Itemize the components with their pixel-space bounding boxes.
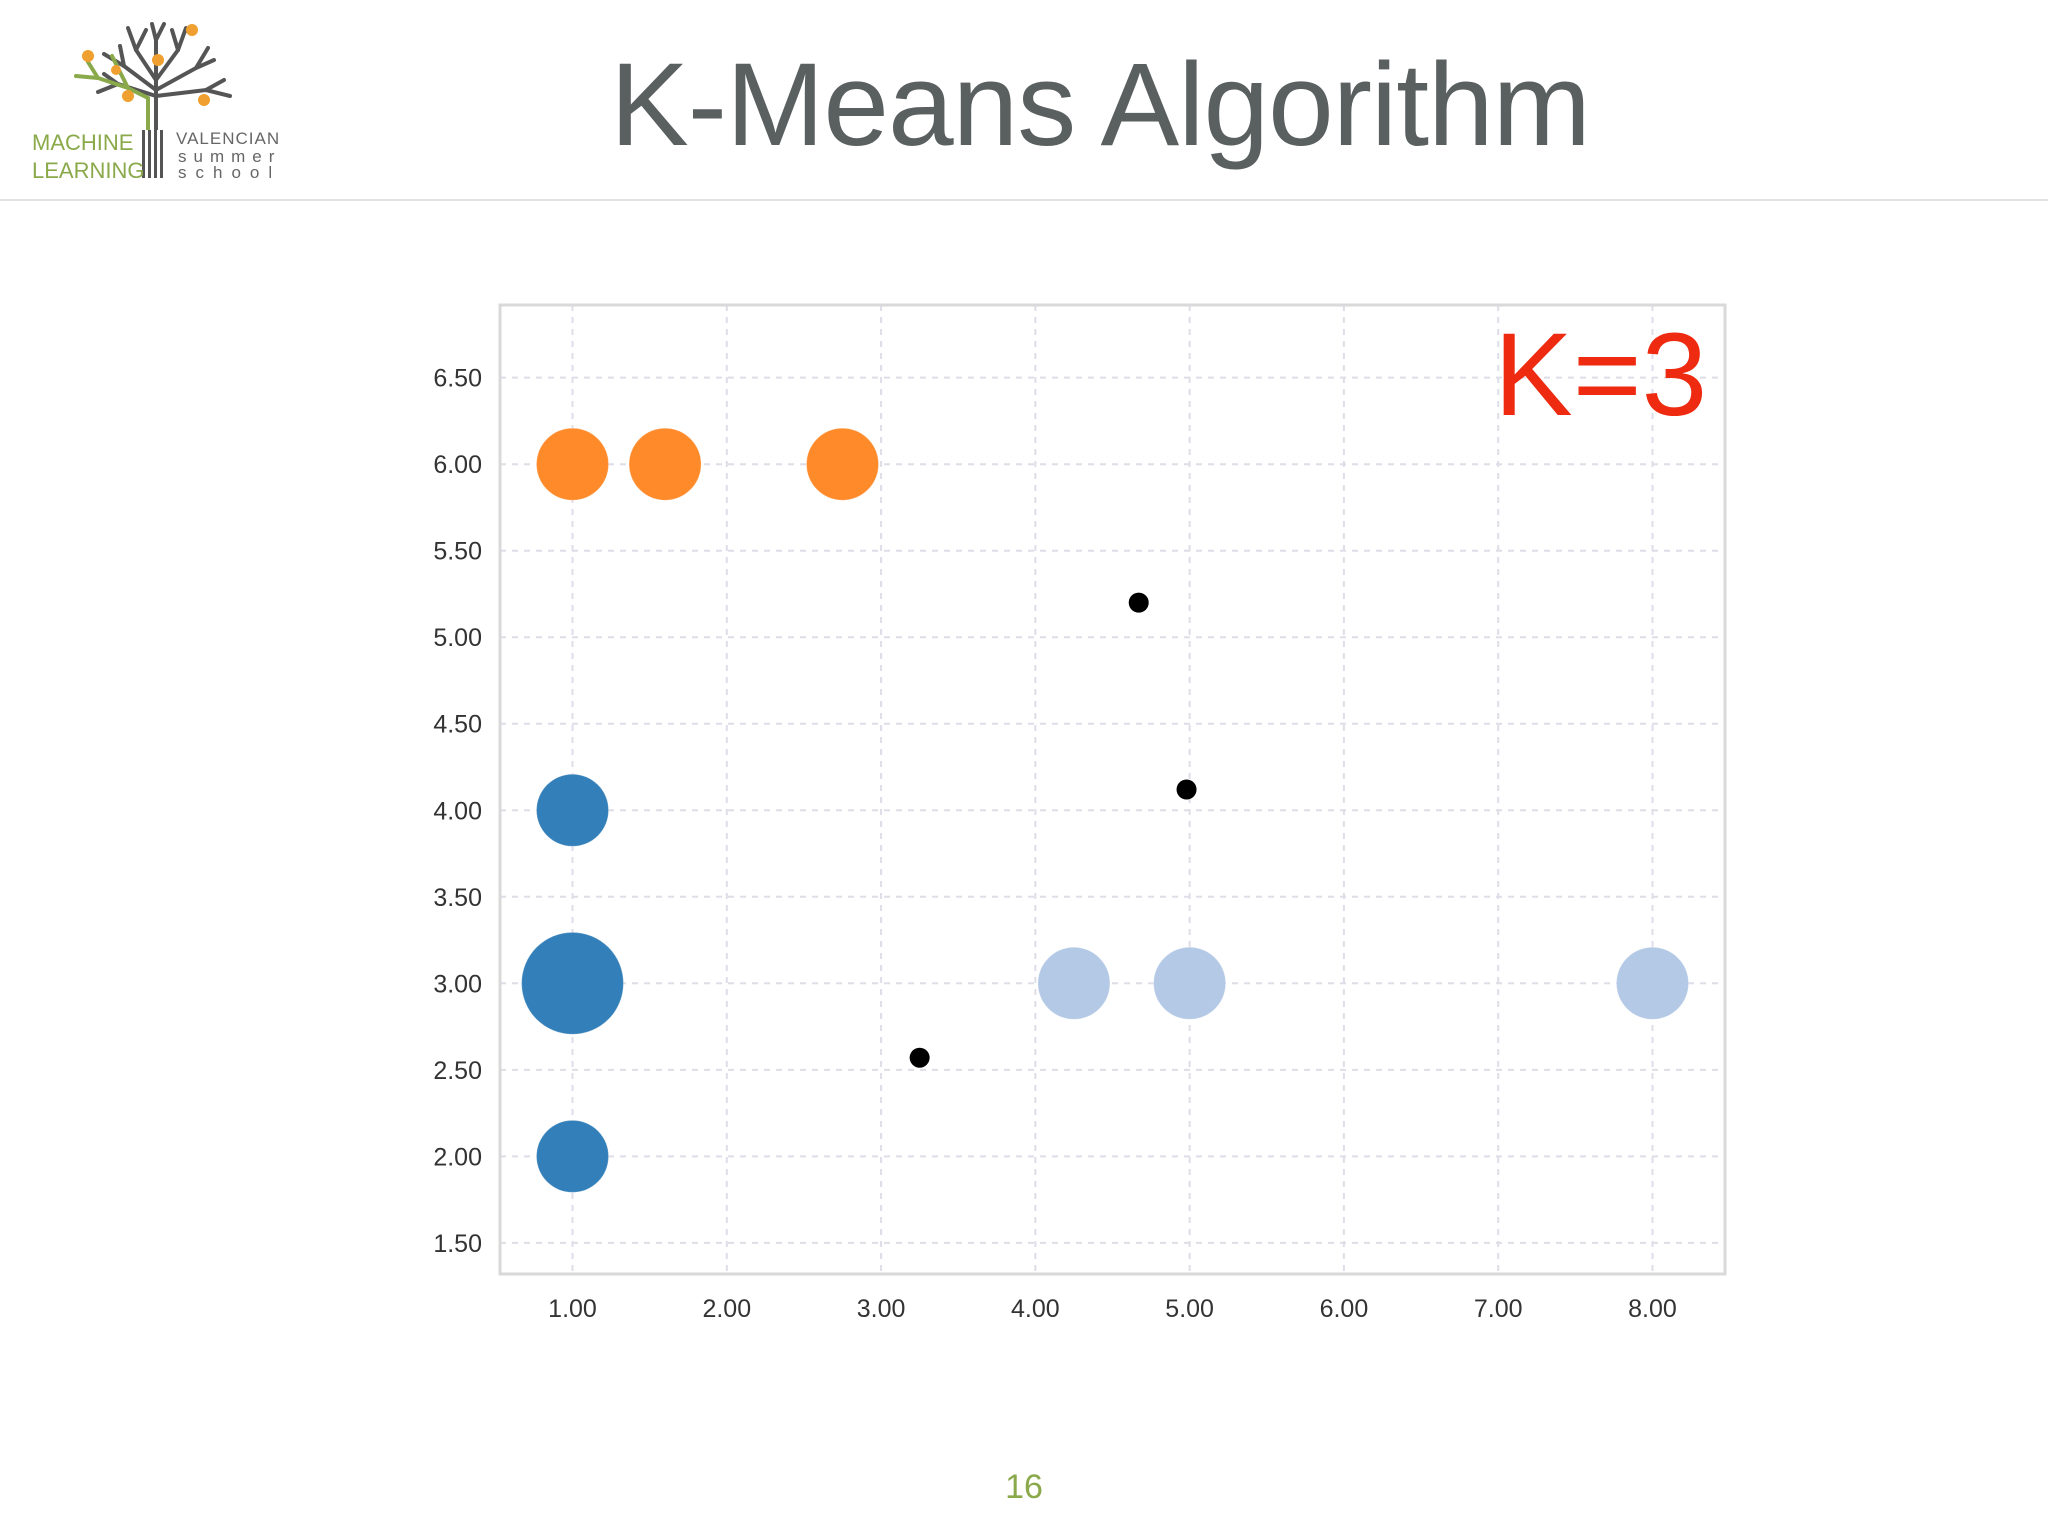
scatter-chart: 1.00 2.00 3.00 4.00 5.00 6.00 7.00 8.00 1.50 2.00…	[433, 303, 1727, 1323]
y-tick-label: 4.00	[433, 797, 482, 825]
x-tick-label: 5.00	[1165, 1295, 1214, 1323]
data-point	[536, 1119, 610, 1193]
data-point	[1037, 946, 1111, 1020]
x-tick-label: 2.00	[702, 1295, 751, 1323]
k-label: K=3	[1494, 309, 1708, 441]
school-logo: MACHINE LEARNING VALENCIAN summer school	[28, 20, 288, 185]
slide-title: K-Means Algorithm	[610, 39, 1591, 171]
slide-header: MACHINE LEARNING VALENCIAN summer school…	[0, 0, 2048, 201]
y-tick-label: 2.00	[433, 1143, 482, 1171]
x-tick-label: 1.00	[548, 1295, 597, 1323]
y-tick-label: 6.50	[433, 365, 482, 393]
data-point	[1153, 946, 1227, 1020]
y-tick-label: 3.00	[433, 970, 482, 998]
centroid-point	[909, 1047, 930, 1068]
header-divider	[0, 199, 2048, 201]
data-point	[806, 427, 880, 501]
y-tick-label: 5.50	[433, 538, 482, 566]
page-number: 16	[1005, 1468, 1043, 1506]
plot-frame	[498, 303, 1727, 1276]
chart-ticks: 1.00 2.00 3.00 4.00 5.00 6.00 7.00 8.00 1.50 2.00…	[433, 365, 1676, 1323]
x-tick-label: 4.00	[1011, 1295, 1060, 1323]
data-point	[536, 773, 610, 847]
logo-summer-text: summer	[178, 147, 282, 166]
centroid-point	[1128, 592, 1149, 613]
chart-grid	[500, 305, 1725, 1274]
y-tick-label: 2.50	[433, 1057, 482, 1085]
x-tick-label: 7.00	[1474, 1295, 1523, 1323]
data-point	[521, 931, 624, 1035]
y-tick-label: 5.00	[433, 624, 482, 652]
chart-points	[521, 427, 1689, 1193]
logo-valencian-text: VALENCIAN	[176, 129, 281, 148]
logo-learning-text: LEARNING	[32, 158, 145, 183]
y-tick-label: 6.00	[433, 451, 482, 479]
logo-school-text: school	[178, 163, 282, 182]
tree-icon	[74, 22, 232, 130]
logo-machine-text: MACHINE	[32, 130, 134, 155]
y-tick-label: 3.50	[433, 884, 482, 912]
logo-barcode-icon	[142, 130, 163, 178]
data-point	[1615, 946, 1689, 1020]
data-point	[628, 427, 702, 501]
x-tick-label: 8.00	[1628, 1295, 1677, 1323]
data-point	[536, 427, 610, 501]
x-tick-label: 3.00	[857, 1295, 906, 1323]
centroid-point	[1176, 779, 1197, 800]
y-tick-label: 4.50	[433, 711, 482, 739]
x-tick-label: 6.00	[1320, 1295, 1369, 1323]
y-tick-label: 1.50	[433, 1230, 482, 1258]
